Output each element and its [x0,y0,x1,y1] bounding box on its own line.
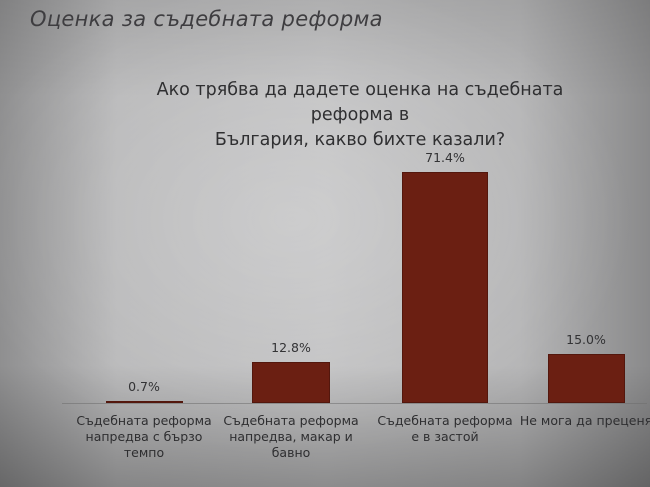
value-label-3: 71.4% [425,150,465,165]
chart-title: Ако трябва да дадете оценка на съдебната… [120,78,600,153]
category-label-line: Съдебната реформа [377,413,513,428]
category-label-4: Не мога да преценя [511,413,650,429]
value-label-1: 0.7% [128,378,160,394]
category-label-line: напредва, макар и [229,429,353,444]
value-label-2: 12.8% [271,339,311,355]
bar-2 [252,361,330,403]
bar-1 [105,400,183,403]
category-label-line: Съдебната реформа [223,413,359,428]
slide-title: Оценка за съдебната реформа [30,7,383,31]
category-label-line: темпо [123,445,165,460]
category-label-line: бавно [271,445,311,460]
category-label-line: Не мога да преценя [519,413,650,428]
chart-title-line-1: Ако трябва да дадете оценка на съдебната… [156,80,564,125]
category-label-line: напредва с бързо [85,429,203,444]
bar-3 [402,172,488,403]
category-label-line: е в застой [411,429,479,444]
chart-title-line-2: България, какво бихте казали? [214,130,506,150]
category-label-3: Съдебната реформа е в застой [370,413,520,445]
x-axis-line [62,403,647,404]
value-label-4: 15.0% [566,332,606,348]
category-label-line: Съдебната реформа [76,413,212,428]
category-label-2: Съдебната реформа напредва, макар и бавно [216,413,366,461]
bar-4 [547,354,625,403]
category-label-1: Съдебната реформа напредва с бързо темпо [69,413,219,461]
